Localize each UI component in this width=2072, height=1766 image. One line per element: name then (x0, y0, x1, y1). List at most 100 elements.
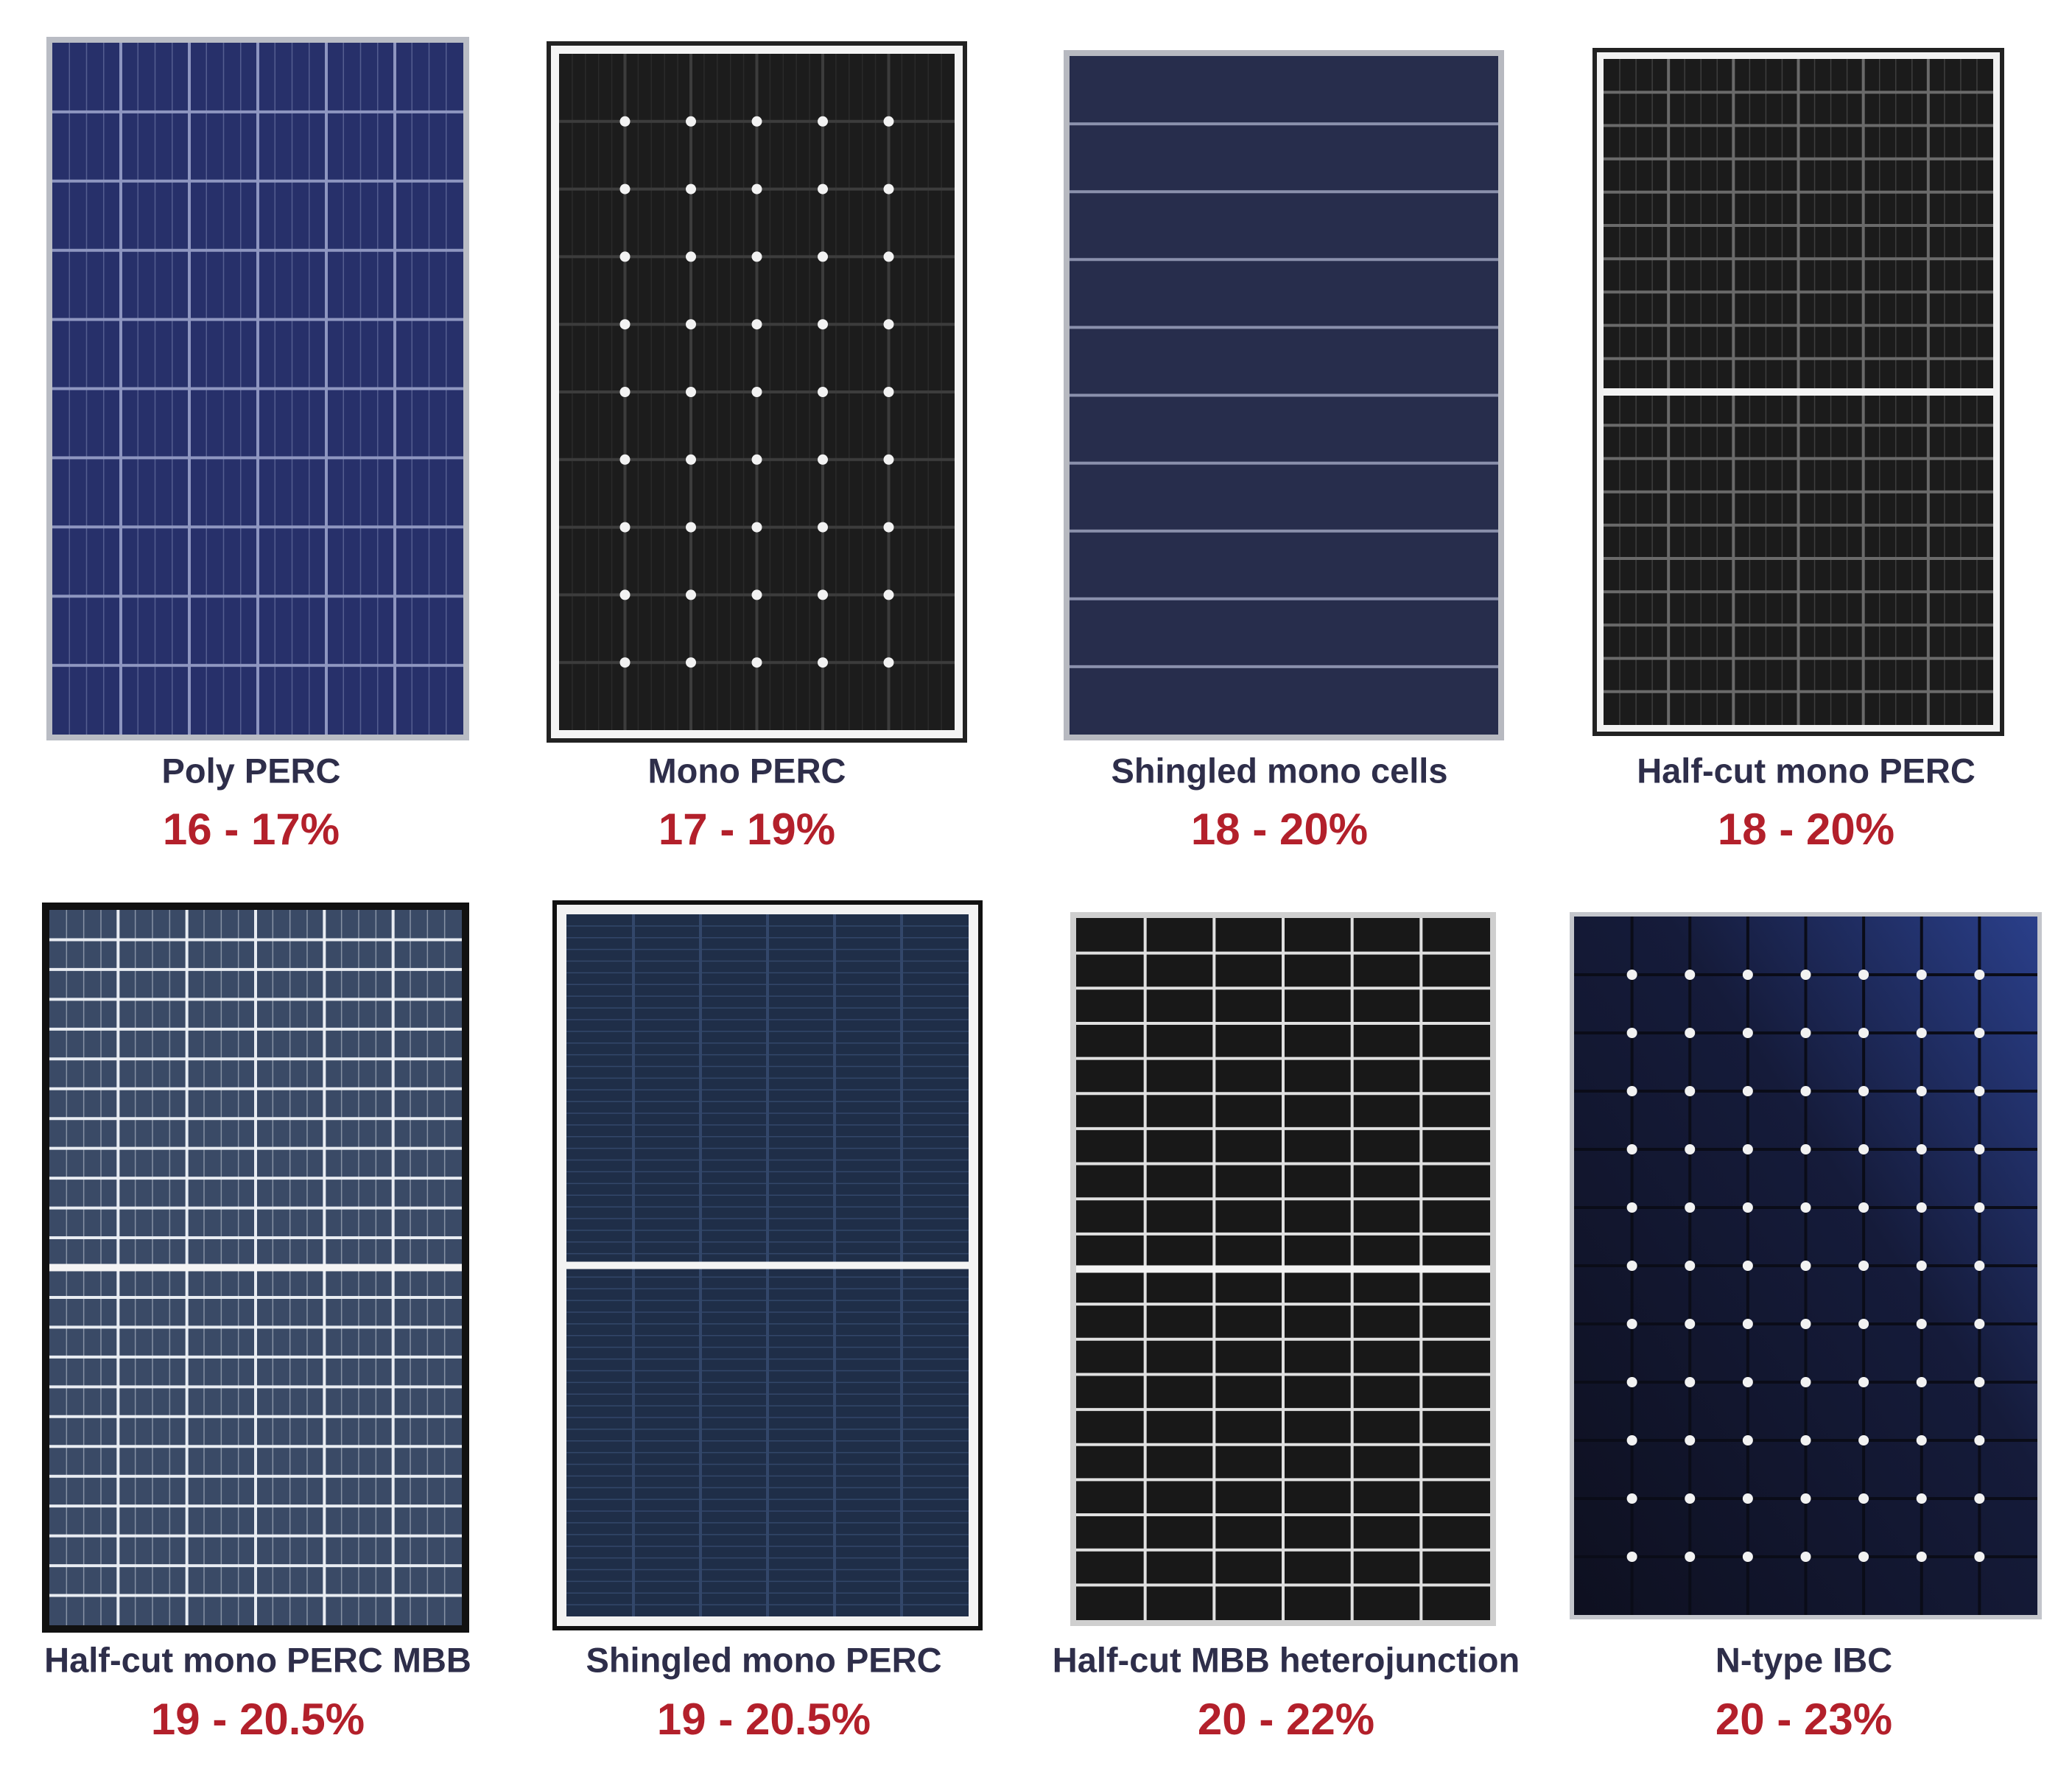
panel-image (547, 41, 967, 743)
cell-corner (751, 319, 762, 330)
cell-corner (619, 522, 631, 533)
cell-corner (1685, 1144, 1696, 1154)
cell-corner (619, 387, 631, 397)
cell-corner (1626, 1086, 1637, 1096)
cell-corner (1800, 1202, 1811, 1213)
panel-name: Half-cut mono PERC (1637, 751, 1976, 790)
cell-corner (1974, 1261, 1985, 1271)
panel-efficiency: 16 - 17% (163, 805, 340, 854)
cell-corner (1858, 1493, 1869, 1504)
cell-corner (686, 251, 696, 262)
cell-corner (1916, 1552, 1927, 1562)
cell-corner (686, 657, 696, 668)
cell-corner (1742, 1435, 1753, 1446)
cell-corner (1626, 1377, 1637, 1387)
cell-corner (1626, 970, 1637, 980)
cell-corner (751, 522, 762, 533)
cell-corner (1974, 1435, 1985, 1446)
cell-corner (686, 116, 696, 127)
cell-corner (1916, 1435, 1927, 1446)
cell-corner (1742, 1377, 1753, 1387)
cell-corner (818, 387, 828, 397)
panel-name: Half-cut mono PERC MBB (44, 1640, 471, 1679)
cell-corner (1974, 1319, 1985, 1329)
cell-corner (818, 251, 828, 262)
cell-corner (1626, 1202, 1637, 1213)
cell-corner (1685, 1086, 1696, 1096)
cell-corner (883, 251, 894, 262)
cell-corner (1916, 1377, 1927, 1387)
cell-corner (686, 454, 696, 465)
cell-corner (1800, 1028, 1811, 1038)
cell-corner (818, 116, 828, 127)
cell-corner (1916, 1319, 1927, 1329)
panel-name: Poly PERC (162, 751, 341, 790)
panel-image (46, 37, 469, 740)
cell-corner (883, 522, 894, 533)
cell-corner (1974, 1377, 1985, 1387)
cell-corner (686, 387, 696, 397)
panel-efficiency: 17 - 19% (659, 805, 835, 854)
panel-efficiency: 20 - 23% (1715, 1695, 1892, 1744)
cell-corner (751, 589, 762, 600)
panel-efficiency: 19 - 20.5% (657, 1695, 871, 1744)
cell-corner (1685, 1202, 1696, 1213)
cell-corner (686, 522, 696, 533)
cell-corner (818, 183, 828, 195)
cell-corner (751, 657, 762, 668)
panel-name: Shingled mono PERC (586, 1640, 941, 1679)
panel-image (1592, 48, 2004, 736)
cell-corner (1916, 1086, 1927, 1096)
cell-corner (1742, 970, 1753, 980)
cell-corner (1916, 970, 1927, 980)
cell-corner (1626, 1261, 1637, 1271)
cell-corner (818, 319, 828, 330)
cell-corner (1858, 1319, 1869, 1329)
cell-corner (1742, 1086, 1753, 1096)
cell-corner (1742, 1028, 1753, 1038)
panel-image (552, 900, 983, 1630)
cell-corner (1858, 1377, 1869, 1387)
cell-corner (619, 589, 631, 600)
cell-corner (1685, 1377, 1696, 1387)
cell-corner (1974, 1202, 1985, 1213)
cell-corner (686, 183, 696, 195)
panel-image (1070, 912, 1496, 1626)
cell-corner (619, 319, 631, 330)
cell-corner (1800, 1261, 1811, 1271)
cell-corner (1916, 1261, 1927, 1271)
cell-corner (1858, 1144, 1869, 1154)
cell-corner (818, 589, 828, 600)
cell-corner (751, 251, 762, 262)
cell-corner (1800, 1552, 1811, 1562)
cell-corner (1974, 1552, 1985, 1562)
cell-corner (686, 589, 696, 600)
cell-corner (883, 589, 894, 600)
cell-corner (1800, 1435, 1811, 1446)
cell-corner (1858, 1552, 1869, 1562)
cell-corner (1800, 1086, 1811, 1096)
cell-corner (1626, 1552, 1637, 1562)
cell-corner (1858, 1435, 1869, 1446)
cell-corner (686, 319, 696, 330)
panel-image (42, 903, 469, 1633)
cell-corner (1626, 1493, 1637, 1504)
panel-efficiency: 18 - 20% (1718, 805, 1894, 854)
panel-name: Mono PERC (648, 751, 846, 790)
cell-corner (1685, 970, 1696, 980)
cell-corner (1685, 1261, 1696, 1271)
cell-corner (883, 657, 894, 668)
cell-corner (1685, 1552, 1696, 1562)
cell-corner (1742, 1261, 1753, 1271)
panel-efficiency: 20 - 22% (1198, 1695, 1374, 1744)
cell-corner (883, 183, 894, 195)
cell-corner (883, 387, 894, 397)
panel-name: Half-cut MBB heterojunction (1053, 1640, 1520, 1679)
cell-corner (1742, 1552, 1753, 1562)
cell-corner (1742, 1493, 1753, 1504)
cell-corner (1800, 1493, 1811, 1504)
cell-corner (1626, 1028, 1637, 1038)
cell-corner (883, 454, 894, 465)
